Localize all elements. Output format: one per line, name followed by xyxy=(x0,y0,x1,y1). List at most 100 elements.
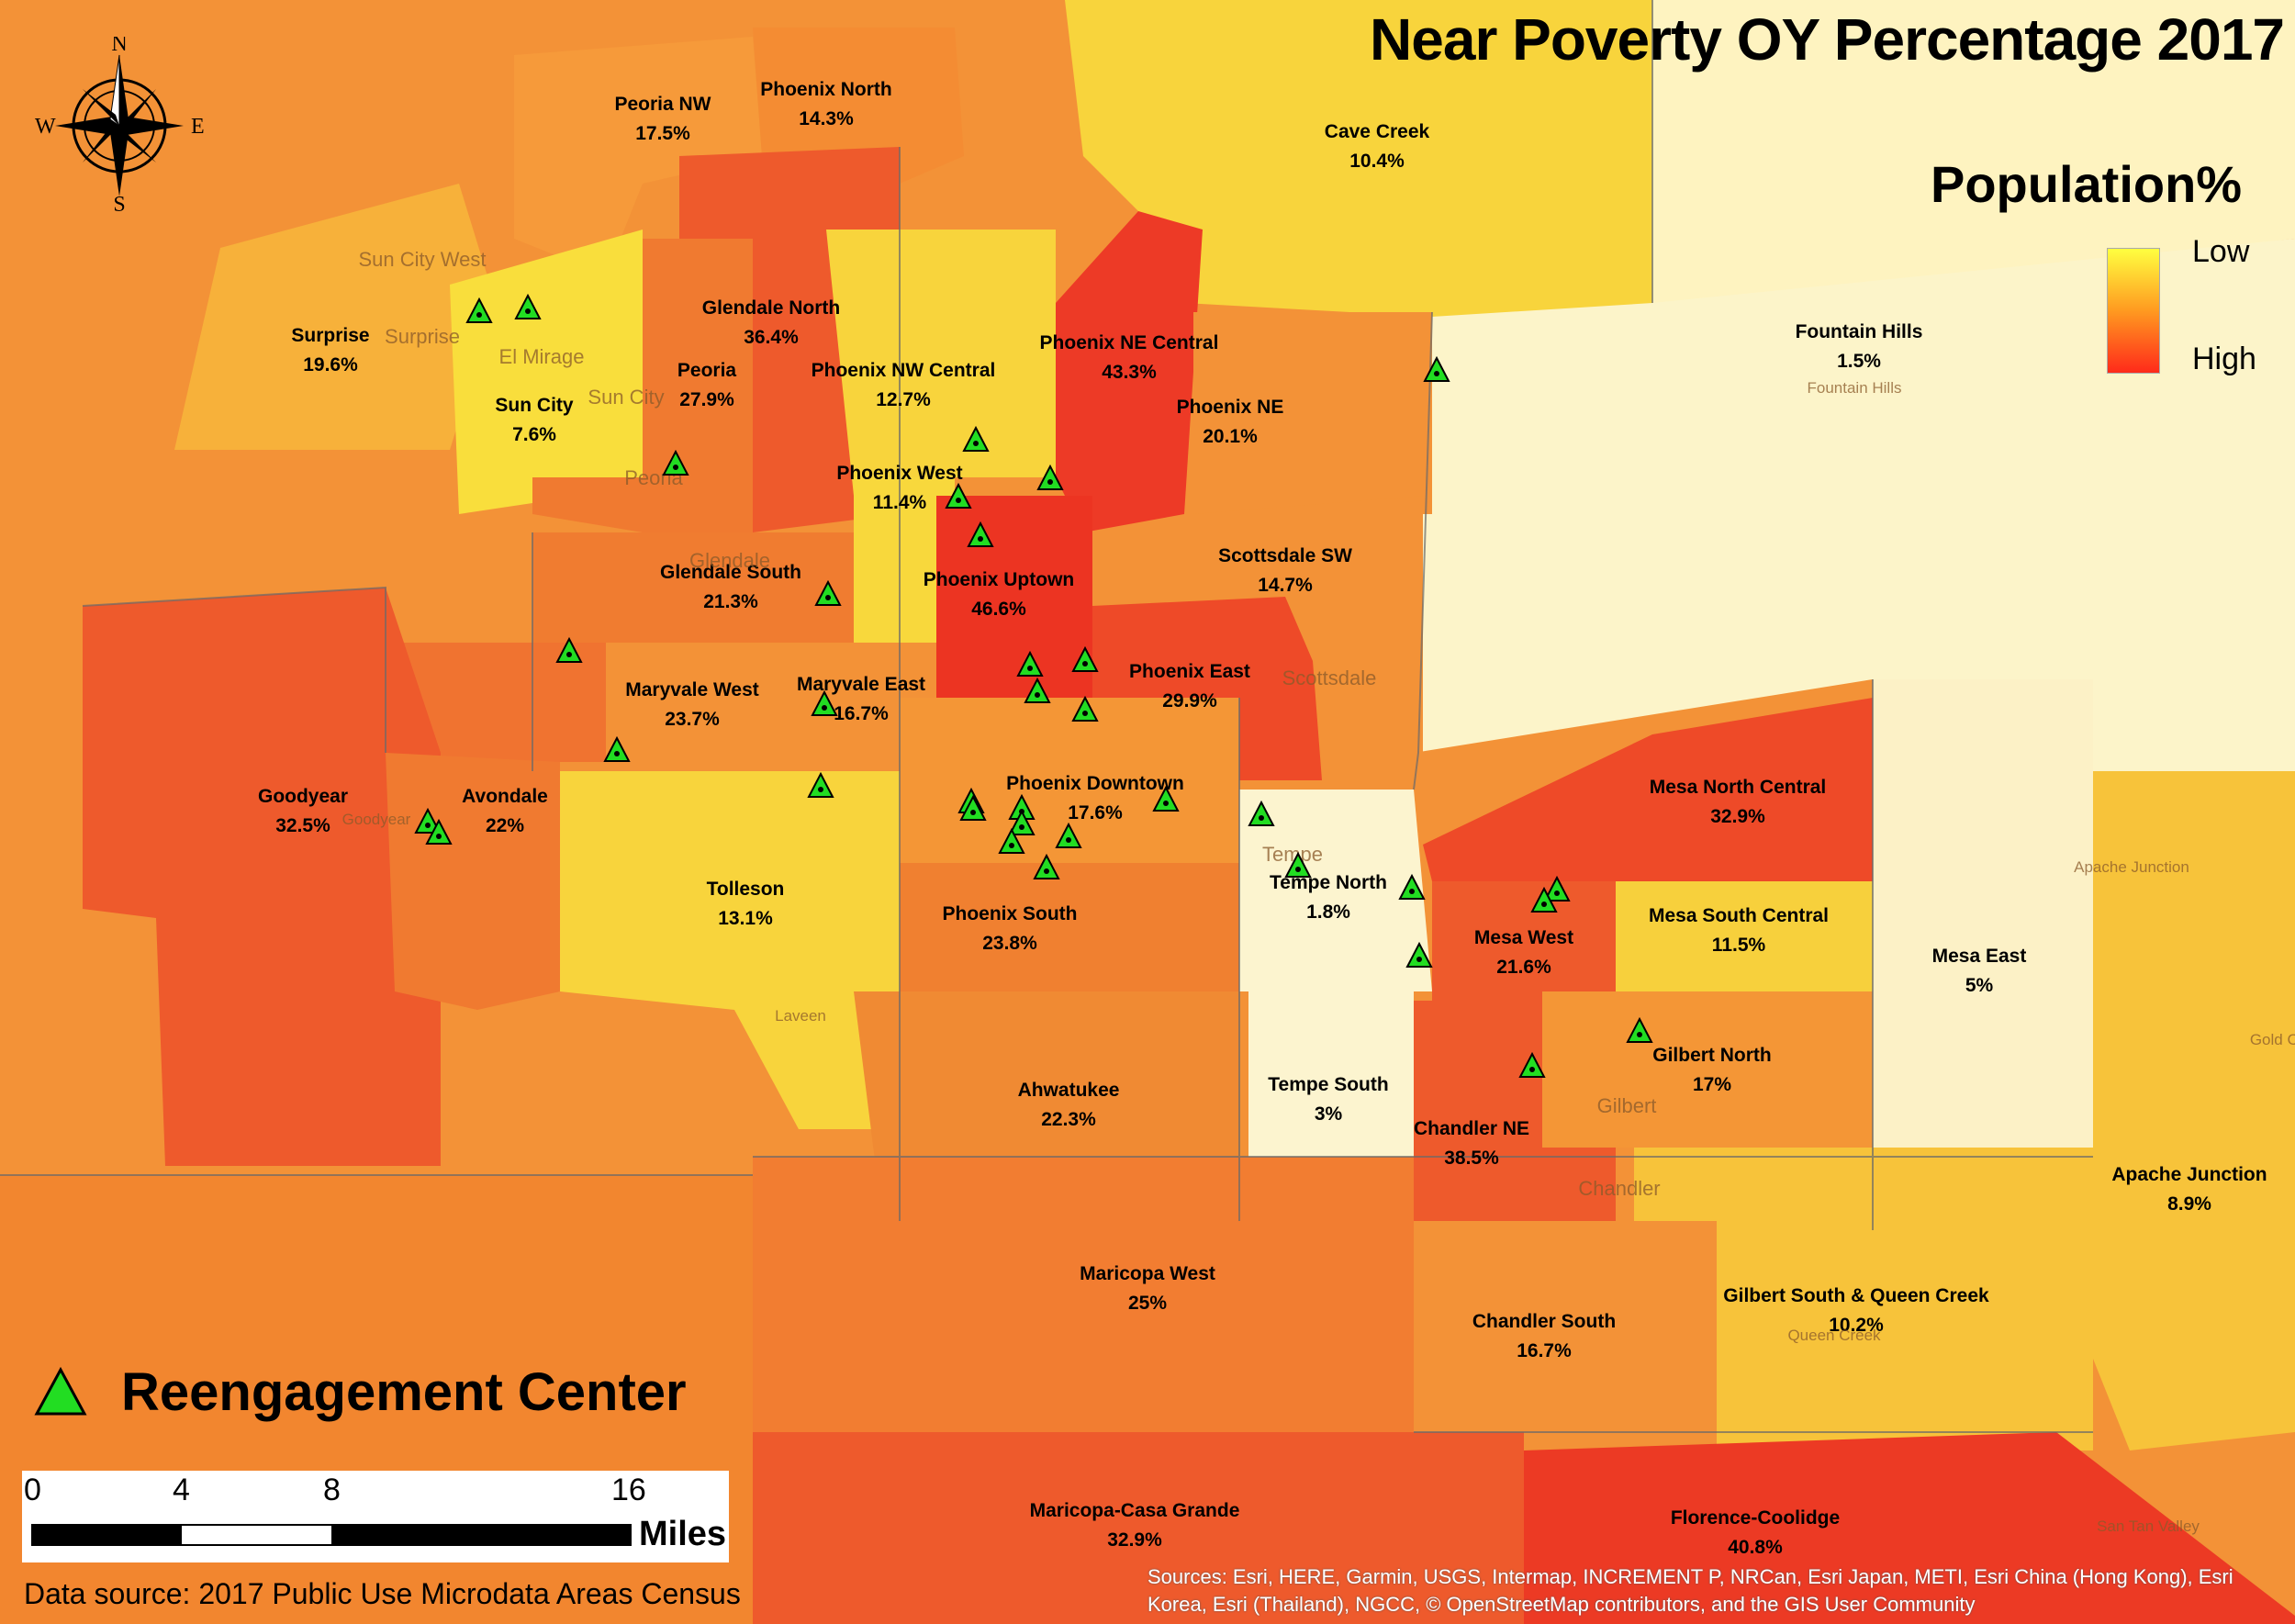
district-gilbert-north xyxy=(1542,991,1873,1148)
basemap-place-name: Chandler xyxy=(1578,1177,1660,1200)
district-tolleson xyxy=(560,771,900,1129)
district-name-label: Phoenix North xyxy=(760,79,892,100)
district-name-label: Chandler South xyxy=(1472,1311,1616,1332)
reengagement-center-marker xyxy=(962,425,990,452)
district-value-label: 3% xyxy=(1315,1103,1343,1125)
reengagement-center-marker xyxy=(662,449,689,476)
district-value-label: 32.9% xyxy=(1710,806,1765,827)
basemap-place-name: Sun City West xyxy=(359,248,487,271)
reengagement-center-marker xyxy=(945,482,972,509)
reengagement-center-marker xyxy=(465,297,493,323)
district-maricopa-west xyxy=(753,1157,1414,1432)
scale-tick-4: 4 xyxy=(173,1473,190,1507)
legend-title: Population% xyxy=(1931,155,2243,213)
district-maryvale-west xyxy=(386,643,606,762)
reengagement-center-marker xyxy=(1248,800,1275,826)
district-name-label: Gilbert South & Queen Creek xyxy=(1723,1285,1989,1306)
district-value-label: 21.3% xyxy=(703,591,758,612)
reengagement-center-marker xyxy=(1036,464,1064,490)
district-gilbert-south-queen-creek xyxy=(1634,1148,2093,1450)
district-scottsdale-sw xyxy=(1193,496,1423,780)
district-name-label: Phoenix NE Central xyxy=(1040,332,1219,353)
district-value-label: 22% xyxy=(486,815,524,836)
reengagement-center-marker xyxy=(1152,785,1180,812)
district-value-label: 14.3% xyxy=(799,108,854,129)
basemap-place-name: Sun City xyxy=(588,386,664,409)
legend-low-label: Low xyxy=(2192,234,2250,269)
reengagement-center-marker xyxy=(1055,822,1082,848)
scale-tick-16: 16 xyxy=(611,1473,646,1507)
reengagement-center-marker xyxy=(1543,875,1571,902)
basemap-place-name: Gilbert xyxy=(1597,1094,1657,1117)
district-value-label: 38.5% xyxy=(1444,1148,1499,1169)
district-value-label: 23.7% xyxy=(665,709,720,730)
district-name-label: Maryvale East xyxy=(797,674,925,695)
esri-attribution: Sources: Esri, HERE, Garmin, USGS, Inter… xyxy=(1148,1565,2233,1616)
basemap-place-name: Goodyear xyxy=(342,811,411,828)
district-name-label: Gilbert North xyxy=(1652,1045,1772,1066)
district-name-label: Chandler NE xyxy=(1414,1118,1529,1139)
district-name-label: Peoria NW xyxy=(614,94,711,115)
basemap-place-name: Fountain Hills xyxy=(1808,379,1902,397)
basemap-place-name: Scottsdale xyxy=(1282,666,1377,689)
district-mesa-west xyxy=(1432,881,1616,1001)
reengagement-legend-label: Reengagement Center xyxy=(121,1362,687,1422)
district-name-label: Maryvale West xyxy=(625,679,759,700)
district-mesa-south-central xyxy=(1616,881,1873,991)
district-name-label: Phoenix Uptown xyxy=(924,569,1075,590)
basemap-place-name: Apache Junction xyxy=(2074,858,2189,876)
district-tempe-north xyxy=(1239,790,1432,991)
district-name-label: Peoria xyxy=(677,360,737,381)
district-value-label: 5% xyxy=(1965,975,1994,996)
district-maricopa-casa-grande xyxy=(753,1432,1524,1624)
legend-high-label: High xyxy=(2192,342,2256,376)
basemap-place-name: San Tan Valley xyxy=(2097,1518,2200,1535)
district-phoenix-south xyxy=(900,863,1239,991)
scale-unit: Miles xyxy=(639,1515,727,1553)
district-surprise xyxy=(174,184,496,450)
district-name-label: Tolleson xyxy=(707,879,785,900)
district-name-label: Fountain Hills xyxy=(1796,321,1923,342)
reengagement-center-marker xyxy=(555,636,583,663)
basemap-place-name: Gold Ca xyxy=(2250,1031,2295,1048)
district-glendale-south xyxy=(532,532,854,643)
district-name-label: Florence-Coolidge xyxy=(1671,1507,1840,1529)
reengagement-center-marker xyxy=(811,689,838,716)
district-value-label: 43.3% xyxy=(1102,362,1157,383)
district-chandler-south xyxy=(1414,1221,1717,1432)
scale-tick-8: 8 xyxy=(323,1473,341,1507)
district-phoenix-north xyxy=(753,28,964,184)
map-title: Near Poverty OY Percentage 2017 xyxy=(1370,6,2285,73)
district-value-label: 17% xyxy=(1693,1074,1731,1095)
district-name-label: Phoenix West xyxy=(836,463,962,484)
district-value-label: 14.7% xyxy=(1258,575,1313,596)
district-value-label: 27.9% xyxy=(679,389,734,410)
district-value-label: 13.1% xyxy=(718,908,773,929)
district-name-label: Mesa North Central xyxy=(1650,777,1827,798)
district-value-label: 10.4% xyxy=(1349,151,1405,172)
scale-bar: 0 4 8 16 Miles xyxy=(22,1471,729,1562)
district-name-label: Apache Junction xyxy=(2111,1164,2267,1185)
reengagement-center-marker xyxy=(514,293,542,319)
district-name-label: Tempe South xyxy=(1268,1074,1388,1095)
legend-color-ramp xyxy=(2107,248,2160,374)
reengagement-center-marker xyxy=(959,794,987,821)
reengagement-center-marker xyxy=(414,807,442,834)
compass-rose: N S W E xyxy=(35,37,205,211)
reengagement-legend-icon xyxy=(34,1366,87,1416)
district-value-label: 32.5% xyxy=(275,815,330,836)
district-name-label: Phoenix Downtown xyxy=(1006,773,1184,794)
district-value-label: 11.5% xyxy=(1712,935,1766,956)
scale-bar-graphic xyxy=(31,1524,632,1546)
district-sun-city xyxy=(450,230,643,514)
district-name-label: Phoenix East xyxy=(1129,661,1250,682)
reengagement-center-marker xyxy=(1024,677,1051,703)
district-value-label: 8.9% xyxy=(2167,1193,2211,1215)
compass-n: N xyxy=(111,37,127,56)
district-mesa-east xyxy=(1873,679,2093,1230)
reengagement-center-marker xyxy=(1423,355,1450,382)
district-value-label: 16.7% xyxy=(1517,1340,1572,1361)
